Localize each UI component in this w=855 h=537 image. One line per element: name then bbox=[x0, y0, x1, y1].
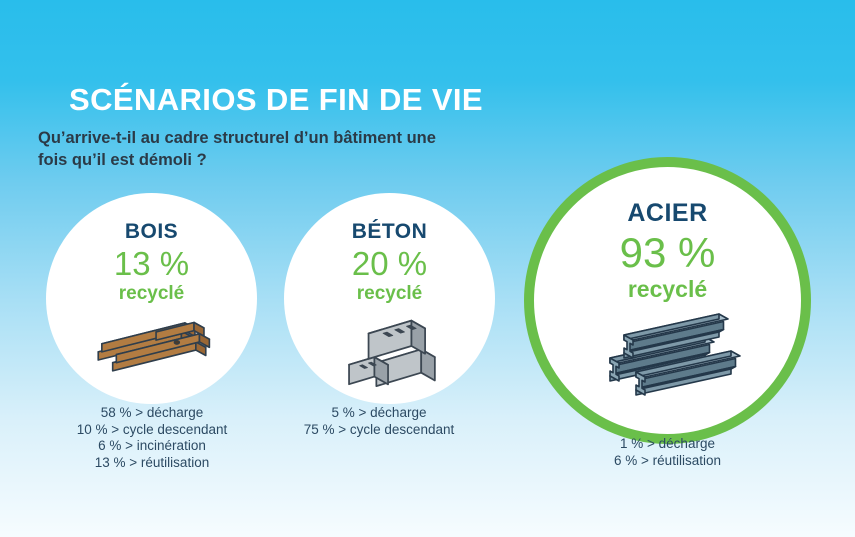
steel-beams-icon bbox=[608, 313, 741, 396]
breakdown-bois: 58 % > décharge 10 % > cycle descendant … bbox=[41, 405, 263, 471]
recycled-percentage-acier: 93 % bbox=[619, 229, 716, 276]
recycled-label-acier: recyclé bbox=[627, 276, 708, 303]
material-card-beton: BÉTON 20 % recyclé bbox=[284, 193, 495, 404]
recycled-percentage-beton: 20 % bbox=[351, 245, 428, 282]
breakdown-line: 1 % > décharge bbox=[620, 436, 715, 451]
concrete-blocks-icon bbox=[347, 319, 436, 387]
material-name-beton: BÉTON bbox=[351, 220, 428, 243]
recycled-percentage-bois: 13 % bbox=[113, 245, 190, 282]
page-subtitle: Qu’arrive-t-il au cadre structurel d’un … bbox=[38, 127, 436, 171]
material-card-acier: ACIER 93 % recyclé bbox=[524, 157, 811, 444]
breakdown-line: 6 % > incinération bbox=[98, 438, 206, 453]
breakdown-line: 75 % > cycle descendant bbox=[303, 421, 455, 437]
breakdown-acier: 1 % > décharge 6 % > réutilisation bbox=[545, 435, 790, 469]
breakdown-line: 10 % > cycle descendant bbox=[76, 421, 228, 437]
breakdown-line: 58 % > décharge bbox=[100, 405, 204, 420]
subtitle-line-1: Qu’arrive-t-il au cadre structurel d’un … bbox=[38, 129, 436, 147]
page-title: SCÉNARIOS DE FIN DE VIE bbox=[69, 82, 483, 117]
breakdown-beton: 5 % > décharge 75 % > cycle descendant bbox=[268, 405, 490, 438]
recycled-label-bois: recyclé bbox=[118, 282, 185, 304]
material-name-acier: ACIER bbox=[627, 199, 708, 227]
material-card-bois: BOIS 13 % recyclé bbox=[46, 193, 257, 404]
recycled-label-beton: recyclé bbox=[356, 282, 423, 304]
breakdown-line: 6 % > réutilisation bbox=[614, 453, 721, 468]
breakdown-line: 5 % > décharge bbox=[331, 405, 427, 420]
subtitle-line-2: fois qu’il est démoli ? bbox=[38, 151, 207, 169]
wood-planks-icon bbox=[96, 321, 210, 372]
breakdown-line: 13 % > réutilisation bbox=[94, 454, 210, 470]
material-name-bois: BOIS bbox=[124, 220, 179, 243]
